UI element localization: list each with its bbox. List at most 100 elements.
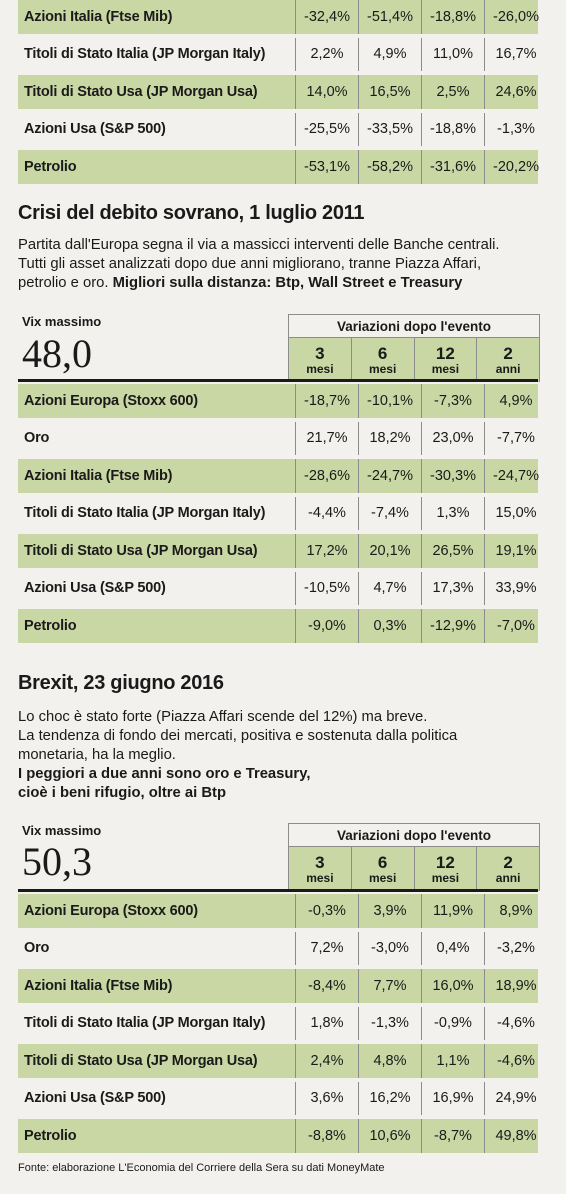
table-row: Azioni Europa (Stoxx 600) -0,3% 3,9% 11,9% 8… — [18, 894, 538, 928]
table-row: Petrolio -53,1% -58,2% -31,6% -20,2% — [18, 150, 539, 184]
table-row: Azioni Italia (Ftse Mib) -32,4% -51,4% -18,… — [18, 0, 539, 34]
row-value: 16,7% — [484, 37, 547, 71]
period-col: 12 mesi — [413, 338, 477, 382]
row-value: -7,4% — [358, 496, 421, 530]
period-col: 6 mesi — [350, 338, 414, 382]
table-row: Titoli di Stato Italia (JP Morgan Italy)… — [18, 37, 538, 71]
section1-vix-label: Vix massimo — [22, 314, 102, 329]
row-label: Azioni Usa (S&P 500) — [24, 580, 166, 597]
section2-intro-bold-line: I peggiori a due anni sono oro e Treasur… — [18, 766, 311, 782]
row-value: 23,0% — [421, 421, 484, 455]
row-value: -3,0% — [358, 931, 421, 965]
row-label: Petrolio — [24, 158, 77, 175]
row-value: -4,4% — [295, 496, 358, 530]
row-value: 16,5% — [358, 75, 421, 109]
row-value: -24,7% — [358, 459, 421, 493]
row-label: Titoli di Stato Usa (JP Morgan Usa) — [24, 542, 258, 559]
row-value: 18,9% — [484, 969, 547, 1003]
row-value: 3,9% — [358, 894, 421, 928]
row-value: -10,5% — [295, 571, 358, 605]
row-value: 24,9% — [484, 1081, 547, 1115]
source-note: Fonte: elaborazione L'Economia del Corri… — [18, 1162, 385, 1174]
row-value: 16,2% — [358, 1081, 421, 1115]
row-value: 0,4% — [421, 931, 484, 965]
table-row: Titoli di Stato Italia (JP Morgan Italy)… — [18, 496, 538, 530]
row-value: 2,2% — [295, 37, 358, 71]
row-value: -8,7% — [421, 1119, 484, 1153]
row-label: Azioni Usa (S&P 500) — [24, 1090, 166, 1107]
table-row: Titoli di Stato Italia (JP Morgan Italy)… — [18, 1006, 538, 1040]
row-label: Azioni Usa (S&P 500) — [24, 121, 166, 138]
row-label: Azioni Europa (Stoxx 600) — [24, 392, 198, 409]
section1-vix-value: 48,0 — [22, 331, 92, 376]
row-value: -31,6% — [421, 150, 484, 184]
row-label: Petrolio — [24, 1127, 77, 1144]
table-row: Azioni Usa (S&P 500) -10,5% 4,7% 17,3% 33,9% — [18, 571, 538, 605]
section2-vix-value: 50,3 — [22, 839, 92, 884]
row-value: -28,6% — [295, 459, 358, 493]
row-value: -25,5% — [295, 112, 358, 146]
section2-rule — [18, 889, 538, 892]
section1-intro-line: Partita dall'Europa segna il via a massi… — [18, 237, 500, 253]
section1-intro-plain: petrolio e oro. — [18, 275, 113, 291]
table-row: Azioni Europa (Stoxx 600) -18,7% -10,1% -7,… — [18, 384, 538, 418]
row-label: Petrolio — [24, 617, 77, 634]
period-col: 2 anni — [476, 338, 539, 382]
row-value: -24,7% — [484, 459, 547, 493]
table-row: Azioni Italia (Ftse Mib) -28,6% -24,7% -30,… — [18, 459, 539, 493]
row-value: 2,4% — [295, 1044, 358, 1078]
row-value: -51,4% — [358, 0, 421, 34]
row-value: 26,5% — [421, 534, 484, 568]
row-value: 21,7% — [295, 421, 358, 455]
row-value: -18,7% — [295, 384, 358, 418]
period-col: 3 mesi — [306, 852, 334, 885]
row-label: Titoli di Stato Italia (JP Morgan Italy) — [24, 1015, 266, 1032]
row-value: -1,3% — [358, 1006, 421, 1040]
row-value: 1,8% — [295, 1006, 358, 1040]
section1-title: Crisi del debito sovrano, 1 luglio 2011 — [18, 202, 365, 224]
section1-variations-header: Variazioni dopo l'evento 3 mesi 6 mesi 12 m… — [288, 314, 540, 382]
row-value: -0,3% — [295, 894, 358, 928]
row-value: -30,3% — [421, 459, 484, 493]
section2-variations-title: Variazioni dopo l'evento — [289, 824, 539, 847]
row-value: 0,3% — [358, 609, 421, 643]
row-value: -33,5% — [358, 112, 421, 146]
row-value: 15,0% — [484, 496, 547, 530]
row-value: -12,9% — [421, 609, 484, 643]
table-row: Petrolio -9,0% 0,3% -12,9% -7,0% — [18, 609, 538, 643]
row-value: 1,1% — [421, 1044, 484, 1078]
table-row: Titoli di Stato Usa (JP Morgan Usa) 17,2%… — [18, 534, 538, 568]
row-value: 7,7% — [358, 969, 421, 1003]
row-value: 4,9% — [358, 37, 421, 71]
row-value: -9,0% — [295, 609, 358, 643]
row-value: -58,2% — [358, 150, 421, 184]
period-col: 2 anni — [476, 847, 539, 891]
section2-title: Brexit, 23 giugno 2016 — [18, 672, 224, 694]
section1-intro-bold: Migliori sulla distanza: Btp, Wall Stree… — [112, 275, 463, 291]
section2-vix-label: Vix massimo — [22, 823, 102, 838]
row-label: Azioni Italia (Ftse Mib) — [24, 467, 173, 484]
section1-rule — [18, 379, 538, 382]
section2-intro-line: monetaria, ha la meglio. — [18, 747, 176, 763]
row-label: Titoli di Stato Usa (JP Morgan Usa) — [24, 1052, 258, 1069]
table-row: Oro 21,7% 18,2% 23,0% -7,7% — [18, 421, 538, 455]
row-value: 17,2% — [295, 534, 358, 568]
row-value: -1,3% — [484, 112, 547, 146]
table-row: Azioni Usa (S&P 500) -25,5% -33,5% -18,8% -1… — [18, 112, 538, 146]
row-value: 14,0% — [295, 75, 358, 109]
row-value: 1,3% — [421, 496, 484, 530]
row-value: 2,5% — [421, 75, 484, 109]
section1-intro-line: Tutti gli asset analizzati dopo due anni… — [18, 256, 482, 272]
row-value: 16,9% — [421, 1081, 484, 1115]
row-value: -7,3% — [421, 384, 484, 418]
row-label: Oro — [24, 940, 50, 957]
row-value: 17,3% — [421, 571, 484, 605]
period-col: 12 mesi — [413, 847, 477, 891]
row-value: -3,2% — [484, 931, 547, 965]
row-value: -32,4% — [295, 0, 358, 34]
row-value: 8,9% — [484, 894, 547, 928]
row-value: 19,1% — [484, 534, 547, 568]
row-value: 10,6% — [358, 1119, 421, 1153]
row-value: -7,7% — [484, 421, 547, 455]
